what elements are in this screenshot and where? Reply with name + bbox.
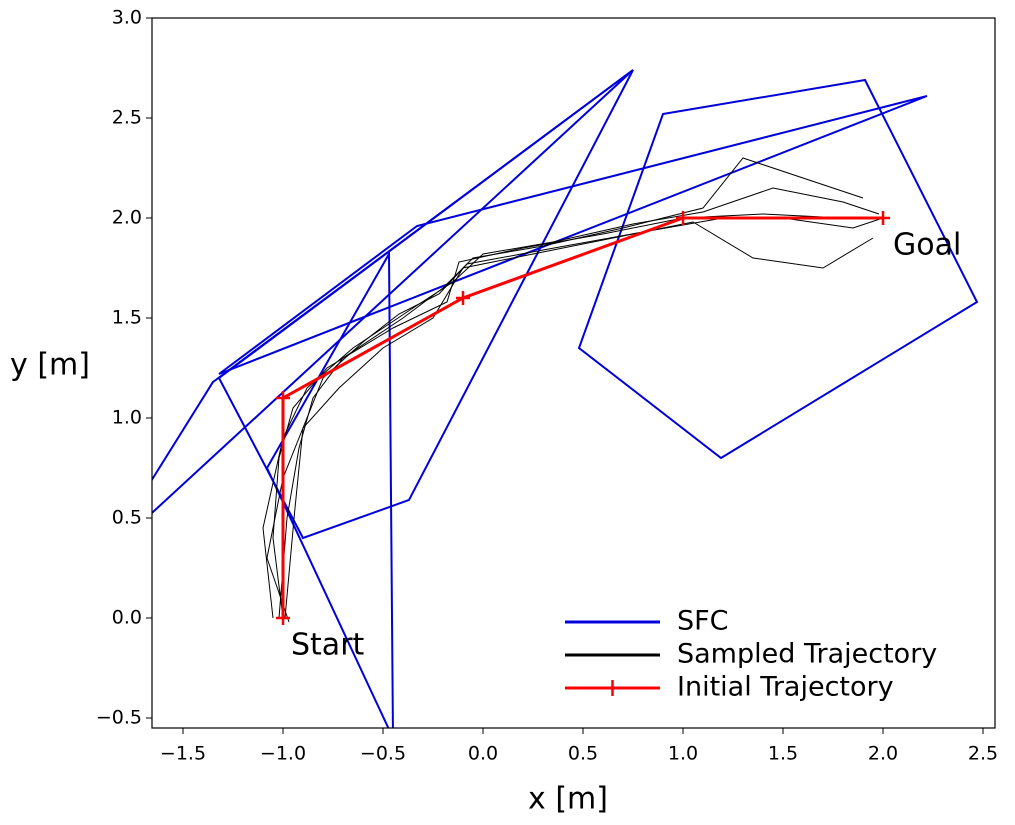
y-tick-label: 2.0 [112,207,142,229]
y-tick-label: 1.5 [112,307,142,329]
plot-area [152,69,979,728]
x-tick-label: 2.0 [868,743,898,765]
y-axis-label: y [m] [10,348,90,383]
y-tick-label: 2.5 [112,107,142,129]
sfc-polygon [217,69,634,540]
x-tick-label: 2.5 [968,743,998,765]
initial-trajectory [281,216,883,618]
sampled-trajectory [262,187,880,619]
annotation: Start [291,628,365,663]
y-tick-label: 0.0 [112,607,142,629]
x-tick-label: 1.5 [768,743,798,765]
sfc-polygon [218,95,928,375]
legend-label: Sampled Trajectory [677,639,937,670]
sfc-polygon [577,78,979,460]
trajectory-marker [276,391,290,405]
x-tick-label: −0.5 [360,743,406,765]
x-tick-label: −1.5 [160,743,206,765]
x-tick-label: 0.0 [468,743,498,765]
x-tick-label: 0.5 [568,743,598,765]
x-tick-label: −1.0 [260,743,306,765]
trajectory-marker [456,291,470,305]
sfc-polygon [265,250,394,728]
y-tick-label: −0.5 [96,707,142,729]
trajectory-marker [676,211,690,225]
trajectory-marker [876,211,890,225]
sampled-trajectory [266,221,874,623]
sampled-trajectory [278,157,864,619]
sfc-polygon [152,69,634,515]
y-tick-label: 0.5 [112,507,142,529]
trajectory-marker [276,611,290,625]
x-axis-label: x [m] [528,782,608,817]
y-tick-label: 3.0 [112,7,142,29]
legend-label: SFC [677,606,729,637]
annotation: Goal [893,228,961,263]
axes-frame [151,17,996,729]
legend-label: Initial Trajectory [677,672,894,703]
y-tick-label: 1.0 [112,407,142,429]
x-tick-label: 1.0 [668,743,698,765]
